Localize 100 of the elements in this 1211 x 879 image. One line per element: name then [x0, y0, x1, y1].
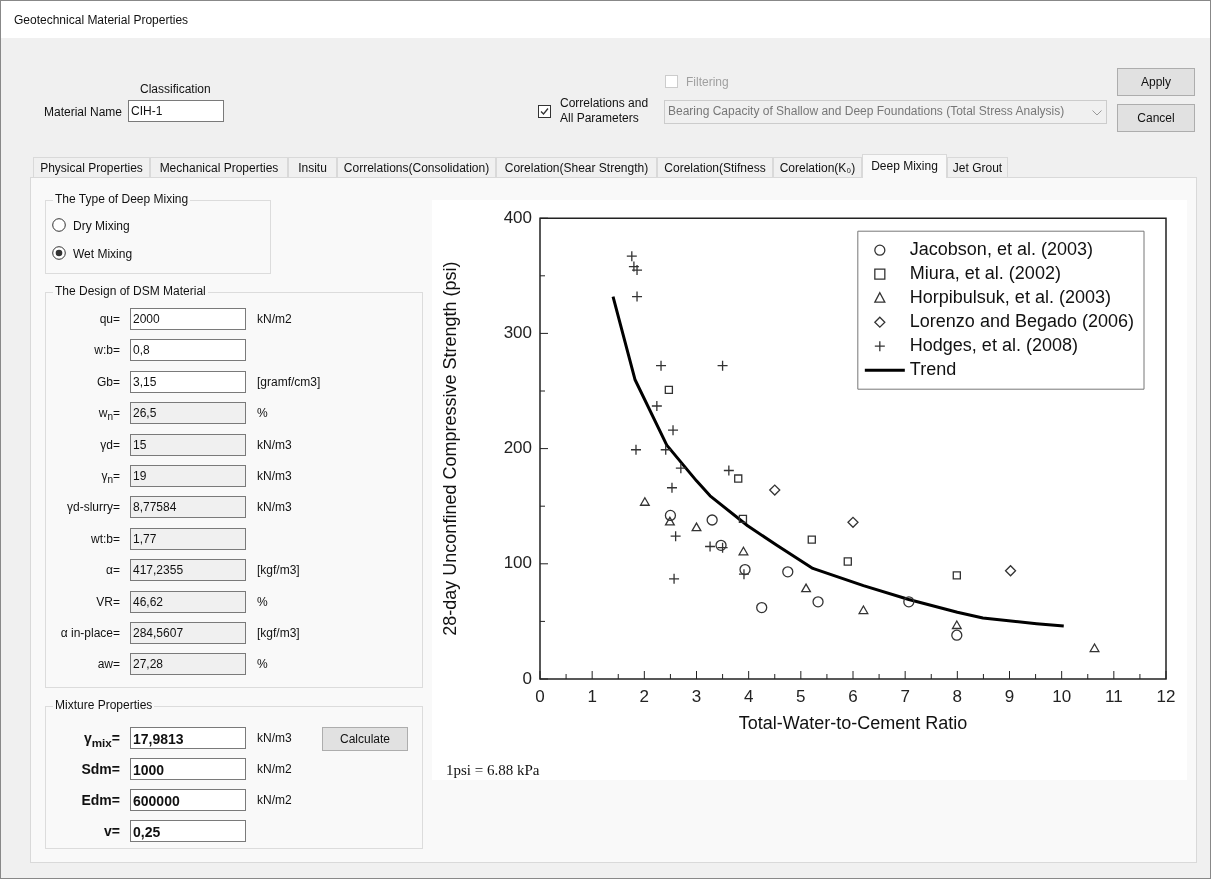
legend-label: Horpibulsuk, et al. (2003)	[909, 287, 1111, 308]
text: qu=	[98, 312, 120, 326]
x-tick-label: 6	[848, 686, 858, 706]
text: γd=	[99, 437, 120, 452]
text: 26,5	[133, 406, 157, 421]
text: 0,8	[133, 343, 150, 358]
text: aw=	[96, 657, 120, 672]
text: 46,62	[133, 594, 164, 609]
point	[951, 620, 962, 630]
point	[756, 601, 768, 614]
text: %	[257, 406, 268, 421]
text: Insitu	[297, 161, 328, 175]
x-axis-title: Total-Water-to-Cement Ratio	[738, 713, 968, 734]
point	[769, 484, 781, 496]
text: 0,25	[133, 824, 161, 840]
point	[706, 514, 718, 526]
text: α=	[105, 563, 120, 578]
text: Mixture Properties	[53, 698, 155, 712]
text: 600000	[133, 793, 180, 809]
text: w:b=	[93, 343, 120, 358]
y-tick-label: 200	[503, 438, 532, 458]
text: 19	[133, 469, 147, 483]
point	[847, 516, 859, 528]
text: 1psi = 6.88 kPa	[446, 762, 540, 779]
text: 1000	[133, 762, 165, 778]
text: γ$_{mix}$=	[82, 730, 120, 749]
x-tick-label: 4	[743, 686, 754, 706]
legend-label: Trend	[909, 359, 957, 380]
text: Calculate	[339, 732, 391, 746]
text: Mechanical Properties	[158, 161, 280, 175]
x-tick-label: 10	[1052, 686, 1072, 706]
text: 8,77584	[133, 500, 177, 515]
point	[734, 474, 743, 483]
text: 17,9813	[133, 731, 184, 747]
x-tick-label: 9	[1004, 686, 1015, 706]
point	[739, 563, 751, 576]
x-tick-label: 7	[900, 686, 910, 706]
text: The Type of Deep Mixing	[53, 192, 191, 206]
text: 2000	[133, 312, 160, 326]
legend-label: Hodges, et al. (2008)	[909, 335, 1078, 356]
x-tick-label: 8	[952, 686, 963, 706]
legend-label: Miura, et al. (2002)	[909, 263, 1061, 284]
y-tick-label: 100	[503, 553, 532, 573]
text: kN/m2	[257, 762, 292, 776]
point	[952, 571, 961, 580]
point	[669, 530, 682, 542]
y-axis-title: 28-day Unconfined Compressive Strength (psi)	[439, 261, 460, 636]
text: Corelation(Stifness	[663, 161, 767, 175]
point	[639, 497, 650, 506]
point	[903, 596, 915, 608]
text: kN/m2	[257, 312, 292, 326]
point	[738, 546, 749, 556]
text: 1,77	[133, 531, 157, 546]
text: The Design of DSM Material	[53, 284, 208, 298]
point	[691, 522, 702, 532]
x-tick-label: 3	[691, 686, 702, 706]
point	[782, 566, 794, 578]
x-tick-label: 0	[535, 686, 545, 706]
text: Wet Mixing	[73, 247, 133, 261]
point	[812, 596, 824, 608]
y-tick-label: 400	[503, 207, 532, 227]
legend-label: Jacobson, et al. (2003)	[909, 239, 1093, 260]
point	[951, 629, 963, 641]
point	[801, 583, 812, 593]
text: w$_{n}$=	[97, 406, 120, 423]
point	[664, 509, 677, 522]
text: kN/m3	[257, 731, 292, 745]
text: Corelation(Shear Strength)	[503, 161, 650, 175]
point	[807, 535, 816, 544]
text: VR=	[95, 594, 120, 609]
text: γd-slurry=	[66, 500, 120, 515]
text: kN/m3	[257, 500, 292, 515]
point	[664, 385, 674, 395]
point	[843, 557, 852, 566]
legend-label: Lorenzo and Begado (2006)	[909, 311, 1135, 332]
text: %	[257, 594, 268, 609]
text: Dry Mixing	[73, 219, 130, 233]
x-tick-label: 11	[1105, 686, 1123, 706]
x-tick-label: 5	[796, 686, 806, 706]
point	[738, 514, 748, 524]
text: 3,15	[133, 374, 157, 389]
point	[1004, 565, 1017, 577]
point	[668, 573, 680, 585]
text: Cancel	[1136, 111, 1176, 125]
point	[716, 360, 729, 372]
x-tick-label: 1	[587, 686, 597, 706]
text: [kgf/m3]	[257, 563, 300, 578]
text: CIH-1	[131, 104, 163, 118]
text: kN/m3	[257, 469, 292, 483]
text: [kgf/m3]	[257, 626, 300, 640]
text: Classification	[140, 82, 211, 96]
text: Deep Mixing	[870, 159, 939, 173]
text: Edm=	[80, 792, 120, 808]
point	[723, 464, 735, 477]
point	[664, 516, 675, 526]
text: Sdm=	[80, 761, 120, 777]
text: Geotechnical Material Properties	[14, 13, 189, 27]
text: [gramf/cm3]	[257, 374, 321, 389]
point	[704, 540, 716, 553]
text: 284,5607	[133, 626, 184, 640]
